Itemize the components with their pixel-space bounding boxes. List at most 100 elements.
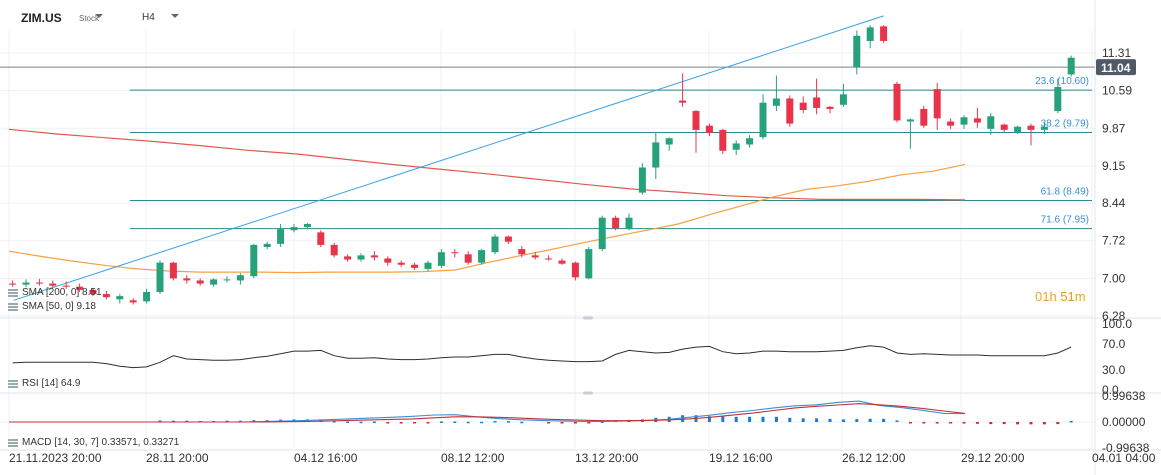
candle-body xyxy=(719,129,727,151)
macd-histogram-bar xyxy=(1042,422,1046,425)
candle-body xyxy=(853,35,861,68)
time-axis-tick: 04.01 04:00 xyxy=(1092,451,1156,465)
candle-body xyxy=(826,106,834,109)
price-axis-tick: 9.87 xyxy=(1102,121,1126,135)
candle-body xyxy=(116,296,124,300)
macd-histogram-bar xyxy=(158,420,162,422)
macd-signal-line xyxy=(9,403,966,423)
chart-grid xyxy=(0,30,1095,448)
macd-histogram-bar xyxy=(841,419,845,422)
macd-histogram-bar xyxy=(935,422,939,424)
rsi-axis-tick: 0.0 xyxy=(1102,383,1119,397)
candle-countdown: 01h 51m xyxy=(1035,289,1086,304)
macd-axis-tick: 0.00000 xyxy=(1102,415,1146,429)
candle xyxy=(143,288,151,304)
candle xyxy=(558,258,566,265)
time-axis-tick: 29.12 20:00 xyxy=(961,451,1025,465)
symbol-name[interactable]: ZIM.US xyxy=(21,11,62,25)
candle xyxy=(1067,55,1075,77)
candle xyxy=(62,281,70,289)
candle xyxy=(531,252,539,260)
macd-histogram-bar xyxy=(788,417,792,422)
candle xyxy=(277,223,285,247)
candle xyxy=(638,163,646,195)
settings-lines-icon[interactable] xyxy=(8,288,18,297)
candle xyxy=(504,235,512,244)
macd-histogram-bar xyxy=(453,421,457,423)
candle xyxy=(1027,123,1035,146)
sma50-line xyxy=(8,163,966,274)
countdown-minutes-unit: m xyxy=(1074,289,1086,304)
price-axis-tick: 7.72 xyxy=(1102,234,1126,248)
panel-resize-handle xyxy=(583,391,593,395)
candle xyxy=(746,135,754,148)
timeframe-dropdown-icon[interactable] xyxy=(171,14,179,18)
timeframe-select[interactable]: H4 xyxy=(142,12,155,23)
macd-histogram-bar xyxy=(238,420,242,423)
macd-histogram-bar xyxy=(975,422,979,424)
candle xyxy=(89,287,97,297)
candle-body xyxy=(705,125,713,134)
candle-body xyxy=(129,300,137,303)
macd-histogram-bar xyxy=(922,422,926,424)
macd-histogram-bar xyxy=(346,421,350,423)
sma50-value: 9.18 xyxy=(76,301,96,312)
candle xyxy=(317,230,325,247)
candle-body xyxy=(880,26,888,41)
candle xyxy=(357,253,365,262)
panel-resize-handle xyxy=(583,316,593,320)
candle xyxy=(411,262,419,270)
macd-histogram-bar xyxy=(1029,422,1033,425)
candle xyxy=(853,30,861,75)
fibonacci-level-label: 71.6 (7.95) xyxy=(1041,215,1089,226)
candle xyxy=(1000,123,1008,132)
candle xyxy=(223,276,231,283)
candle xyxy=(22,279,30,288)
candle-body xyxy=(1040,126,1048,130)
macd-histogram-bar xyxy=(426,422,430,424)
trendline xyxy=(13,15,884,301)
settings-lines-icon[interactable] xyxy=(8,379,18,388)
rsi-axis-tick: 30.0 xyxy=(1102,363,1126,377)
candle-body xyxy=(250,244,258,277)
macd-value-2: 0.33271 xyxy=(143,437,180,448)
macd-histogram-bar xyxy=(868,418,872,422)
fibonacci-level-label: 23.6 (10.60) xyxy=(1035,76,1089,87)
macd-histogram-bar xyxy=(1002,422,1006,425)
macd-legend[interactable]: MACD [14, 30, 7] 0.33571, 0.33271 xyxy=(8,437,179,448)
sma200-legend[interactable]: SMA [200, 0] 8.51 xyxy=(8,287,102,298)
candle-body xyxy=(89,289,97,295)
macd-histogram-bar xyxy=(761,416,765,422)
sma50-legend[interactable]: SMA [50, 0] 9.18 xyxy=(8,301,96,312)
candle xyxy=(370,251,378,261)
rsi-legend[interactable]: RSI [14] 64.9 xyxy=(8,378,80,389)
candle-body xyxy=(156,262,164,292)
settings-lines-icon[interactable] xyxy=(8,302,18,311)
settings-lines-icon[interactable] xyxy=(8,438,18,447)
macd-histogram-bar xyxy=(801,418,805,422)
candle xyxy=(665,137,673,151)
candle xyxy=(183,275,191,284)
candle-body xyxy=(531,255,539,258)
macd-histogram-bar xyxy=(493,420,497,423)
candle xyxy=(545,255,553,261)
candle-body xyxy=(196,280,204,284)
macd-histogram-bar xyxy=(359,421,363,424)
candle xyxy=(987,113,995,136)
candle xyxy=(129,298,137,305)
candle xyxy=(116,294,124,304)
symbol-dropdown-icon[interactable] xyxy=(95,14,103,18)
macd-histogram-bar xyxy=(413,422,417,424)
sma50-label: SMA [50, 0] xyxy=(22,301,74,312)
candle-body xyxy=(625,217,633,229)
candle-body xyxy=(906,119,914,122)
candle-body xyxy=(518,249,526,255)
last-price-value: 11.04 xyxy=(1101,61,1131,75)
candle-body xyxy=(545,258,553,260)
macd-histogram-bar xyxy=(1016,422,1020,425)
candle xyxy=(518,245,526,258)
candle-body xyxy=(344,256,352,260)
candle xyxy=(772,75,780,112)
candle-body xyxy=(437,252,445,266)
